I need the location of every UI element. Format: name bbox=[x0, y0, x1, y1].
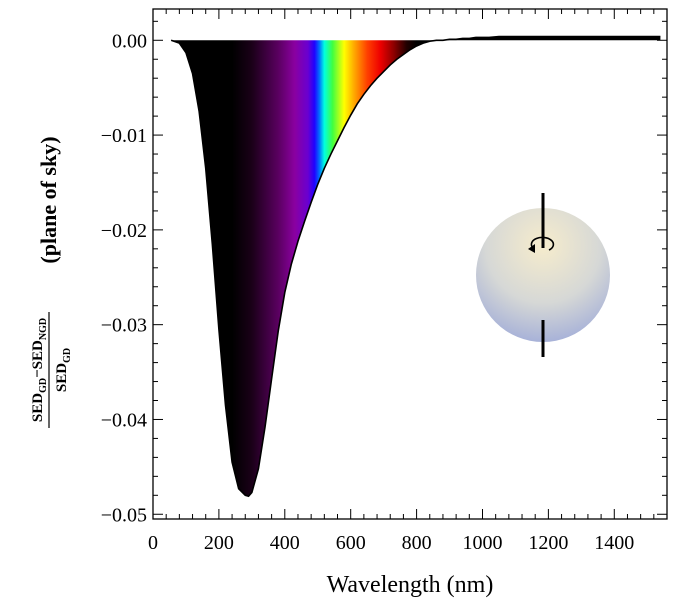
x-axis-title: Wavelength (nm) bbox=[327, 572, 494, 598]
x-tick-label: 400 bbox=[270, 532, 300, 554]
x-tick-label: 1000 bbox=[462, 532, 502, 554]
y-tick-labels: 0.00 −0.01 −0.02 −0.03 −0.04 −0.05 bbox=[101, 30, 147, 526]
axis-ticks bbox=[152, 9, 668, 519]
svg-text:SEDGD−SEDNGD: SEDGD−SEDNGD bbox=[30, 318, 49, 422]
rotation-arrow-icon bbox=[530, 236, 555, 251]
y-tick-label: −0.03 bbox=[101, 315, 147, 337]
ylabel-sub: SED bbox=[30, 340, 46, 369]
x-tick-labels: 0 200 400 600 800 1000 1200 1400 bbox=[148, 532, 634, 554]
y-axis-title: SEDGD−SEDNGD SEDGD (plane of sky) bbox=[30, 136, 73, 428]
x-tick-label: 200 bbox=[204, 532, 234, 554]
ylabel-den-sub: GD bbox=[62, 348, 73, 363]
x-tick-label: 1200 bbox=[528, 532, 568, 554]
rotation-arrowhead-icon bbox=[528, 244, 535, 253]
ylabel-minus: − bbox=[30, 369, 46, 378]
ylabel-num: SED bbox=[30, 393, 46, 422]
y-tick-label: −0.05 bbox=[101, 504, 147, 526]
y-tick-label: −0.04 bbox=[101, 409, 147, 431]
inset-sphere bbox=[476, 193, 610, 357]
ylabel-num-sub: GD bbox=[38, 378, 49, 393]
sphere bbox=[476, 208, 610, 342]
x-tick-label: 0 bbox=[148, 532, 158, 554]
y-tick-label: −0.02 bbox=[101, 220, 147, 242]
plot-frame bbox=[152, 8, 668, 520]
x-tick-label: 600 bbox=[336, 532, 366, 554]
ylabel-den: SED bbox=[54, 363, 70, 392]
ylabel-sub-sub: NGD bbox=[38, 318, 49, 340]
svg-text:SEDGD: SEDGD bbox=[54, 348, 73, 392]
y-tick-label: −0.01 bbox=[101, 125, 147, 147]
y-tick-label: 0.00 bbox=[112, 30, 147, 52]
ylabel-suffix: (plane of sky) bbox=[36, 136, 61, 263]
series-line bbox=[170, 35, 661, 498]
x-tick-label: 1400 bbox=[594, 532, 634, 554]
area-fill bbox=[171, 36, 661, 497]
x-tick-label: 800 bbox=[402, 532, 432, 554]
